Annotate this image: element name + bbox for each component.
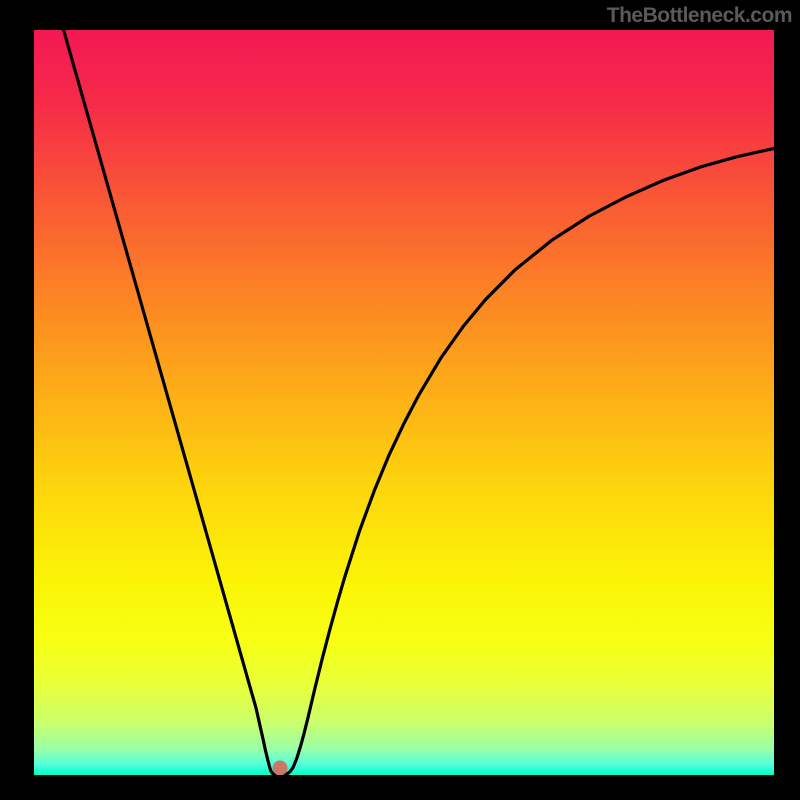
watermark-text: TheBottleneck.com bbox=[607, 4, 792, 28]
plot-area bbox=[34, 30, 774, 775]
bottleneck-marker bbox=[273, 761, 288, 775]
bottleneck-curve bbox=[34, 30, 774, 775]
